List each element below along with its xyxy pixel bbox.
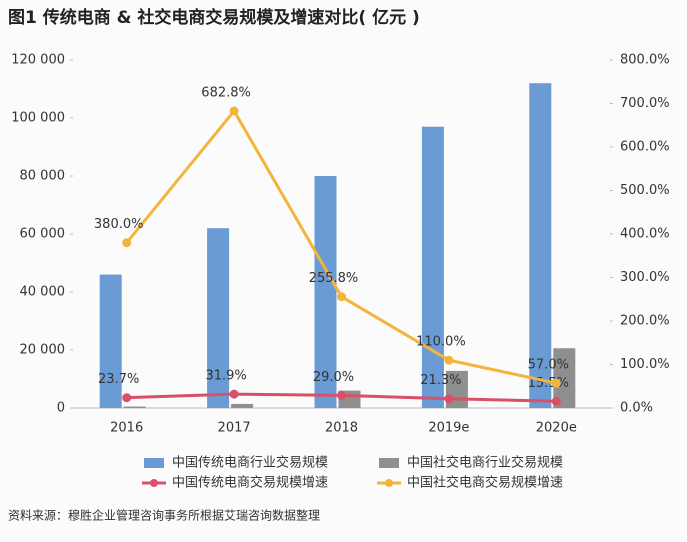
x-tick-label: 2017 xyxy=(218,421,251,436)
legend-label: 中国传统电商行业交易规模 xyxy=(172,455,328,471)
x-tick-label: 2019e xyxy=(428,421,469,436)
legend-label: 中国传统电商交易规模增速 xyxy=(172,475,328,491)
data-label: 21.3% xyxy=(420,373,461,388)
y-tick-label: 100 000 xyxy=(11,111,65,126)
data-label: 31.9% xyxy=(205,369,246,384)
y2-tick-label: 700.0% xyxy=(620,96,670,111)
bar xyxy=(421,126,444,408)
y2-tick-label: 200.0% xyxy=(620,314,670,329)
bar xyxy=(314,176,337,408)
data-label: 57.0% xyxy=(528,358,569,373)
bar xyxy=(231,403,254,408)
data-label: 380.0% xyxy=(94,217,144,232)
line-marker xyxy=(337,390,346,400)
data-label: 682.8% xyxy=(201,85,251,100)
y-tick-label: 20 000 xyxy=(20,343,66,358)
legend-swatch xyxy=(385,479,393,487)
y-tick-label: 0 xyxy=(57,401,65,416)
bar xyxy=(99,274,122,408)
line xyxy=(125,108,557,385)
y2-tick-label: 400.0% xyxy=(620,227,670,242)
legend-label: 中国社交电商行业交易规模 xyxy=(407,455,563,471)
y2-tick-label: 600.0% xyxy=(620,140,670,155)
line-marker xyxy=(444,394,454,404)
y2-tick-label: 300.0% xyxy=(620,270,670,285)
line-marker xyxy=(122,393,132,403)
legend-swatch xyxy=(150,479,158,487)
bar xyxy=(529,83,552,408)
y-tick-label: 60 000 xyxy=(20,227,66,242)
y-tick-label: 80 000 xyxy=(20,169,66,184)
y2-tick-label: 500.0% xyxy=(620,183,670,198)
x-tick-label: 2016 xyxy=(110,421,143,436)
x-tick-label: 2020e xyxy=(536,421,577,436)
line-marker xyxy=(122,238,132,248)
x-tick-label: 2018 xyxy=(325,421,358,436)
line-marker xyxy=(337,292,346,302)
line-marker xyxy=(551,396,561,406)
line-marker xyxy=(229,106,239,116)
legend-swatch xyxy=(379,458,399,468)
legend-swatch xyxy=(144,458,164,468)
y2-tick-label: 0.0% xyxy=(620,401,653,416)
y2-tick-label: 800.0% xyxy=(620,53,670,68)
line-marker xyxy=(444,355,454,365)
bar xyxy=(207,228,230,408)
data-label: 29.0% xyxy=(313,370,354,385)
chart-title: 图1 传统电商 & 社交电商交易规模及增速对比( 亿元 ) xyxy=(8,7,420,28)
legend-label: 中国社交电商交易规模增速 xyxy=(407,475,563,491)
source-note: 资料来源：穆胜企业管理咨询事务所根据艾瑞咨询数据整理 xyxy=(8,508,320,523)
y2-tick-label: 100.0% xyxy=(620,357,670,372)
data-label: 23.7% xyxy=(98,372,139,387)
line-marker xyxy=(551,378,561,388)
data-label: 255.8% xyxy=(309,271,359,286)
bar xyxy=(553,348,576,408)
data-label: 110.0% xyxy=(416,335,466,350)
y-tick-label: 120 000 xyxy=(11,53,65,68)
y-tick-label: 40 000 xyxy=(20,285,66,300)
line-marker xyxy=(229,389,239,399)
bar xyxy=(123,406,146,408)
